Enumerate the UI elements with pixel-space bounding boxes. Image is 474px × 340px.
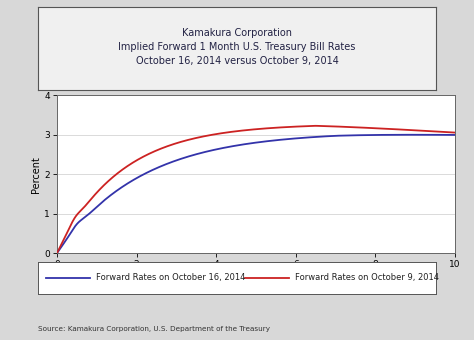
Text: Source: Kamakura Corporation, U.S. Department of the Treasury: Source: Kamakura Corporation, U.S. Depar… [38,325,270,332]
Text: Forward Rates on October 9, 2014: Forward Rates on October 9, 2014 [295,273,439,283]
Y-axis label: Percent: Percent [31,156,41,193]
Text: Kamakura Corporation
Implied Forward 1 Month U.S. Treasury Bill Rates
October 16: Kamakura Corporation Implied Forward 1 M… [118,28,356,66]
X-axis label: Years to Maturity: Years to Maturity [215,272,297,282]
Text: Forward Rates on October 16, 2014: Forward Rates on October 16, 2014 [96,273,245,283]
